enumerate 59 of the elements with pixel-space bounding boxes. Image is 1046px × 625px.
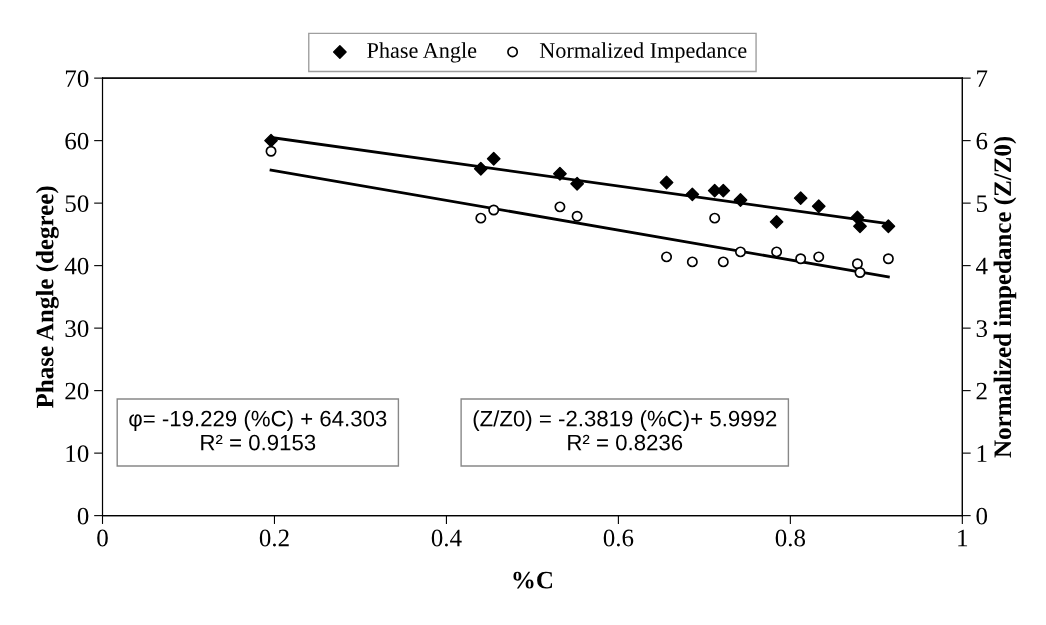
y2-tick-label: 6 xyxy=(976,132,988,150)
point xyxy=(473,161,488,176)
point xyxy=(733,193,748,207)
point xyxy=(554,201,566,213)
point xyxy=(486,151,501,166)
x-tick-label: 0.4 xyxy=(431,529,462,547)
point xyxy=(850,210,865,225)
point xyxy=(659,175,674,190)
y-tick-label: 10 xyxy=(66,445,89,463)
y2-tick-label: 7 xyxy=(977,70,988,87)
point xyxy=(811,199,826,214)
y-tick-label: 70 xyxy=(65,70,89,88)
point xyxy=(813,251,825,263)
y-axis-title: Phase Angle (degree) xyxy=(35,186,59,409)
point xyxy=(685,187,700,202)
y2-tick-label: 5 xyxy=(976,195,988,213)
y-tick-label: 50 xyxy=(65,195,89,213)
y2-tick-label: 2 xyxy=(976,382,987,400)
point xyxy=(795,253,807,265)
point xyxy=(570,176,585,191)
point xyxy=(851,258,863,270)
y2-tick-label: 0 xyxy=(976,507,988,525)
y-tick-label: 0 xyxy=(77,507,89,525)
point xyxy=(661,251,673,263)
point xyxy=(265,145,277,157)
y2-tick-label: 1 xyxy=(977,445,987,462)
y-tick-label: 20 xyxy=(65,382,89,400)
point xyxy=(771,246,783,258)
point xyxy=(793,191,808,206)
point xyxy=(264,133,278,148)
y2-tick-label: 4 xyxy=(976,257,988,275)
point xyxy=(686,256,698,268)
point xyxy=(734,246,746,258)
annotation: (Z/Z0) = -2.3819 (%C)+ 5.9992 R² = 0.8236 xyxy=(473,410,777,451)
point xyxy=(769,214,784,229)
point xyxy=(881,219,896,234)
point xyxy=(717,256,729,268)
x-tick-label: 0.6 xyxy=(603,529,634,547)
y2-tick-label: 3 xyxy=(976,320,988,338)
point xyxy=(475,212,487,224)
point xyxy=(854,267,866,278)
y-tick-label: 30 xyxy=(65,320,89,338)
x-tick-label: 0 xyxy=(97,529,108,547)
legend-label: Normalized Impedance xyxy=(539,42,747,63)
point xyxy=(882,253,894,265)
x-tick-label: 1 xyxy=(958,529,968,547)
point xyxy=(709,212,721,224)
point xyxy=(488,204,500,216)
point xyxy=(571,210,583,222)
x-tick-label: 0.2 xyxy=(259,529,289,547)
y2-axis-title: Normalized impedance (Z/Z0) xyxy=(993,136,1017,458)
x-tick-label: 0.8 xyxy=(775,529,806,547)
legend-label: Phase Angle xyxy=(367,42,477,63)
point xyxy=(553,166,567,181)
y-tick-label: 60 xyxy=(65,132,89,150)
y-tick-label: 40 xyxy=(64,257,89,275)
x-axis-title: %C xyxy=(513,571,553,589)
annotation: φ= -19.229 (%C) + 64.303 R² = 0.9153 xyxy=(129,410,387,451)
point xyxy=(853,219,867,234)
